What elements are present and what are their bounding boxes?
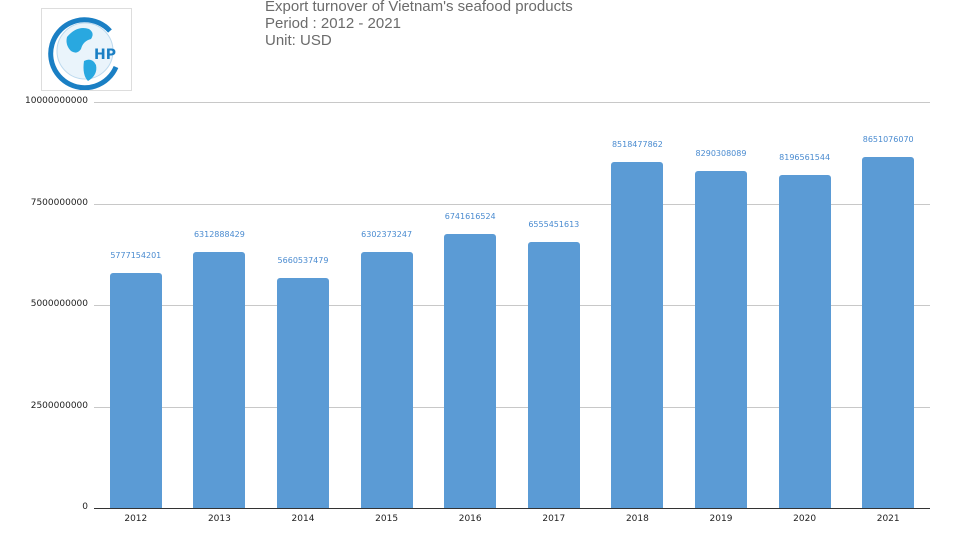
value-label: 8518477862	[611, 140, 663, 150]
x-tick-label: 2012	[124, 514, 148, 524]
company-logo: HP	[41, 8, 132, 91]
x-tick-label: 2021	[876, 514, 900, 524]
y-tick-label: 0	[82, 502, 88, 512]
x-tick-label: 2013	[207, 514, 231, 524]
gridline	[94, 203, 930, 205]
value-label: 8651076070	[862, 134, 914, 144]
bar-2014[interactable]	[277, 278, 329, 508]
value-label: 6312888429	[193, 229, 245, 239]
gridline	[94, 406, 930, 408]
value-label: 6741616524	[444, 212, 496, 222]
bar-2012[interactable]	[109, 273, 162, 508]
bar-2021[interactable]	[862, 156, 915, 508]
bar-2016[interactable]	[444, 234, 497, 508]
x-tick-label: 2014	[291, 514, 315, 524]
bar-2020[interactable]	[778, 175, 831, 508]
y-tick-label: 5000000000	[30, 299, 88, 309]
x-tick-label: 2016	[458, 514, 482, 524]
value-label: 5777154201	[110, 251, 162, 261]
chart-header: Export turnover of Vietnam's seafood pro…	[265, 0, 573, 49]
x-tick-label: 2019	[709, 514, 733, 524]
value-label: 6302373247	[361, 230, 413, 240]
value-label: 6555451613	[528, 219, 580, 229]
bar-2018[interactable]	[611, 162, 664, 508]
x-tick-label: 2015	[375, 514, 399, 524]
y-tick-label: 7500000000	[30, 197, 88, 208]
y-tick-label: 2500000000	[30, 400, 88, 411]
x-axis-line	[94, 508, 930, 509]
value-label: 8196561544	[779, 153, 831, 163]
x-tick-label: 2020	[793, 514, 817, 524]
bar-2015[interactable]	[360, 252, 413, 508]
x-tick-label: 2018	[625, 514, 649, 524]
value-label: 8290308089	[695, 149, 747, 159]
chart-unit: Unit: USD	[265, 32, 332, 49]
bar-2013[interactable]	[193, 251, 246, 508]
bar-2017[interactable]	[527, 241, 580, 508]
value-label: 5660537479	[277, 256, 329, 266]
y-tick-label: 10000000000	[25, 96, 88, 106]
bar-2019[interactable]	[695, 171, 747, 508]
gridline	[94, 102, 930, 103]
x-tick-label: 2017	[542, 514, 566, 524]
globe-logo-icon: HP	[48, 17, 119, 91]
chart-period: Period : 2012 - 2021	[265, 15, 401, 32]
gridline	[94, 305, 930, 306]
svg-text:HP: HP	[94, 47, 116, 63]
chart-title: Export turnover of Vietnam's seafood pro…	[265, 0, 573, 15]
